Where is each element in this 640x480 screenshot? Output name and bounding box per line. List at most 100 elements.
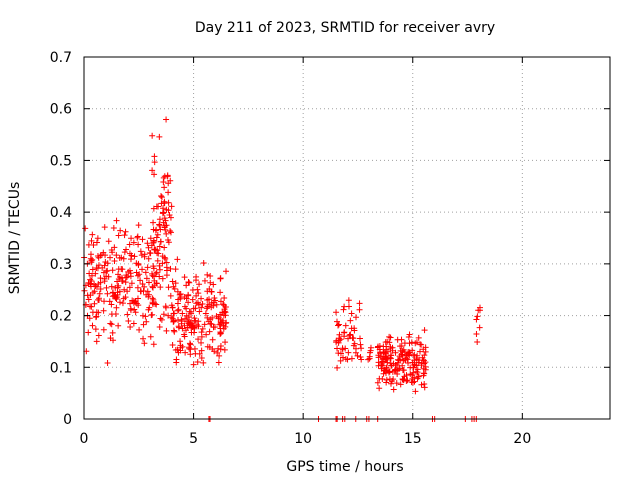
data-point [145,255,152,262]
data-point [174,346,181,353]
data-point [169,278,176,285]
data-point [202,310,209,317]
data-point [159,275,166,282]
data-point [192,305,199,312]
data-point [394,370,401,377]
data-point [222,339,229,346]
data-point [182,349,189,356]
data-point [199,325,206,332]
data-point [130,239,137,246]
y-tick-label: 0.4 [50,205,72,221]
data-point [136,271,143,278]
data-point [137,248,144,255]
data-point [386,368,393,375]
data-point [115,232,122,239]
data-point [394,336,401,343]
data-point [140,321,147,328]
data-point [204,296,211,303]
data-point [161,244,168,251]
data-point [405,359,412,366]
data-point [128,235,135,242]
data-point [199,300,206,307]
data-point [103,284,110,291]
data-point [356,335,363,342]
data-point [121,249,128,256]
data-point [108,311,115,318]
data-point [418,360,425,367]
data-point [387,345,394,352]
data-point [141,340,148,347]
data-point [161,223,168,230]
data-point [393,380,400,387]
data-point [390,386,397,393]
data-point [421,327,428,334]
data-point [383,355,390,362]
data-point [357,341,364,348]
y-axis-label: SRMTID / TECUs [7,182,23,295]
axis-ticks: 0 0.1 0.2 0.3 0.4 0.5 0.6 0.7 0 5 10 15 20 [50,50,610,447]
data-point [104,360,111,367]
data-point [411,374,418,381]
y-tick-label: 0.1 [50,360,72,376]
data-point [418,341,425,348]
data-point [207,279,214,286]
data-point [85,329,92,336]
data-point [157,238,164,245]
data-point [397,381,404,388]
data-point [390,360,397,367]
data-point [198,295,205,302]
data-point [126,241,133,248]
data-point [187,346,194,353]
data-point [476,324,483,331]
data-point [140,335,147,342]
data-point [163,264,170,271]
data-point [147,235,154,242]
data-point [172,280,179,287]
data-point [150,238,157,245]
data-point [127,305,134,312]
data-point [195,301,202,308]
data-point [101,224,108,231]
data-point [170,317,177,324]
data-point [346,332,353,339]
data-point [175,324,182,331]
data-point [191,315,198,322]
data-point [187,351,194,358]
chart-title: Day 211 of 2023, SRMTID for receiver avr… [195,20,495,36]
data-point [189,296,196,303]
data-point [222,323,229,330]
data-point [161,215,168,222]
data-point [109,267,116,274]
data-point [109,249,116,256]
data-point [146,249,153,256]
data-point [141,283,148,290]
data-point [134,233,141,240]
data-point [122,228,129,235]
data-point [158,194,165,201]
data-point [336,331,343,338]
data-point [387,380,394,387]
data-point [411,351,418,358]
data-point [137,277,144,284]
data-point [107,254,114,261]
data-point [97,252,104,259]
data-point [213,301,220,308]
data-point [185,291,192,298]
data-point [116,299,123,306]
data-point [107,320,114,327]
data-point [105,238,112,245]
data-point [380,343,387,350]
data-point [207,273,214,280]
data-point [337,357,344,364]
y-tick-label: 0.6 [50,102,72,118]
data-point [156,243,163,250]
data-point [113,296,120,303]
data-point [126,267,133,274]
data-point [116,254,123,261]
data-point [149,311,156,318]
data-point [114,278,121,285]
data-point [130,320,137,327]
data-point [183,282,190,289]
data-series [81,116,483,422]
